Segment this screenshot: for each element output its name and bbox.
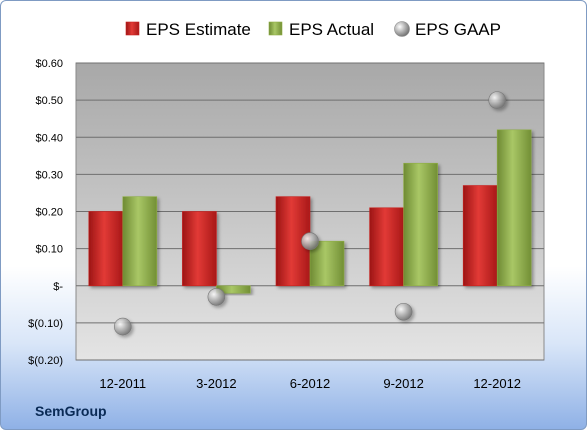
legend-label: EPS Estimate — [146, 20, 251, 39]
eps-actual-legend-swatch — [268, 21, 283, 36]
legend-label: EPS Actual — [289, 20, 374, 39]
eps-estimate-bar — [462, 185, 498, 287]
x-tick-label: 9-2012 — [383, 376, 423, 391]
eps-estimate-bar — [182, 211, 217, 287]
y-tick-label: $- — [53, 281, 63, 293]
eps-gaap-marker — [207, 288, 226, 306]
y-tick-label: $0.30 — [35, 169, 63, 181]
y-tick-label: $(0.20) — [28, 355, 63, 367]
eps-actual-bar — [403, 162, 438, 287]
legend-label: EPS GAAP — [415, 20, 501, 39]
x-tick-label: 12-2012 — [473, 376, 521, 391]
y-tick-label: $0.40 — [35, 132, 63, 144]
eps-estimate-legend-swatch — [125, 21, 140, 36]
y-tick-label: $0.50 — [35, 95, 63, 107]
x-tick-label: 12-2011 — [99, 376, 146, 391]
eps-gaap-marker — [301, 232, 319, 250]
x-tick-label: 6-2012 — [290, 376, 330, 391]
eps-estimate-bar — [369, 207, 404, 287]
y-tick-label: $0.60 — [35, 58, 63, 70]
eps-gaap-legend-swatch — [394, 21, 410, 37]
y-tick-label: $(0.10) — [28, 318, 63, 330]
x-tick-label: 3-2012 — [196, 376, 236, 391]
eps-gaap-marker — [114, 317, 132, 336]
company-name: SemGroup — [35, 403, 107, 419]
y-tick-label: $0.20 — [35, 207, 63, 219]
eps-actual-bar — [122, 196, 158, 287]
y-tick-label: $0.10 — [35, 244, 63, 256]
eps-gaap-marker — [394, 302, 413, 321]
eps-actual-bar — [309, 240, 345, 287]
eps-gaap-marker — [488, 91, 507, 109]
eps-actual-bar — [496, 129, 532, 287]
eps-estimate-bar — [88, 211, 124, 287]
